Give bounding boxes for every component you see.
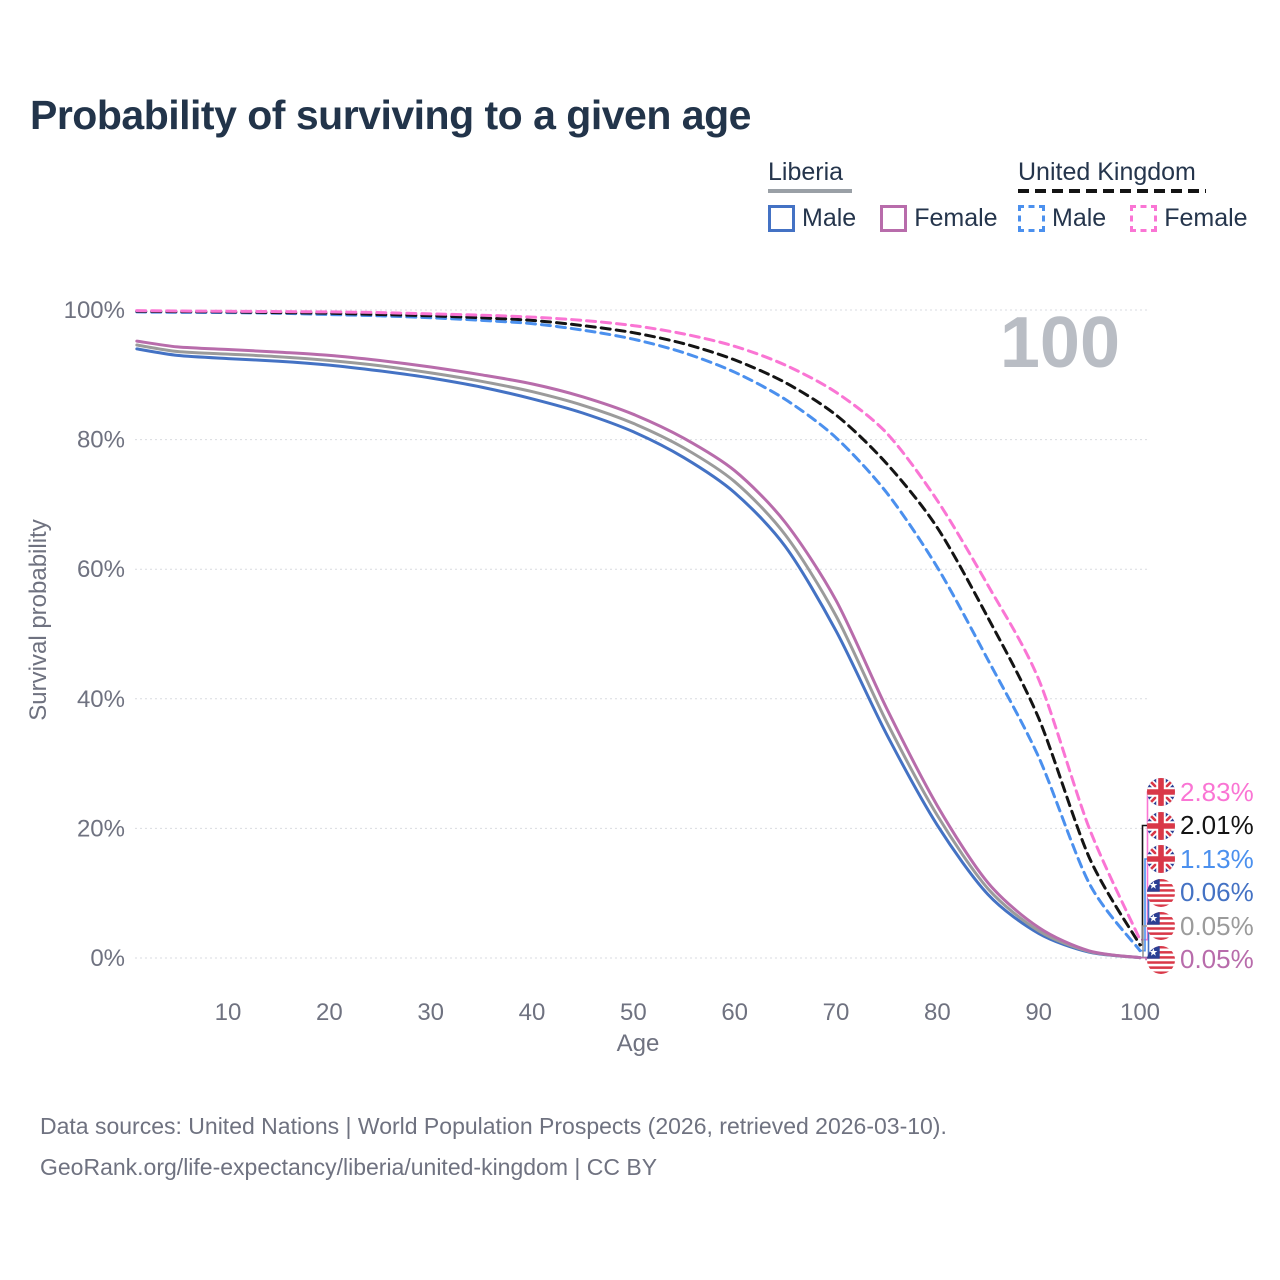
data-source-line2: GeoRank.org/life-expectancy/liberia/unit… [40,1154,658,1180]
data-source-line1: Data sources: United Nations | World Pop… [40,1113,947,1139]
y-tick-label: 0% [90,945,125,972]
x-tick-label: 100 [1120,999,1160,1026]
x-tick-label: 90 [1025,999,1052,1026]
y-tick-label: 60% [77,556,125,583]
united-kingdom-dashed-line-sample [1018,189,1206,193]
grid-layer [135,309,1148,959]
legend-item-uk-female[interactable]: Female [1130,204,1248,233]
legend-item-label: Female [1164,204,1248,232]
series-line-uk-female [135,309,1142,942]
series-end-value: 0.05% [1180,944,1254,974]
series-line-liberia-total [135,343,1142,960]
series-end-value: 2.01% [1180,810,1254,840]
dashed-swatch-icon [1018,205,1045,232]
y-tick-label: 80% [77,427,125,454]
legend-group-title-united-kingdom: United Kingdom [1018,158,1196,186]
series-line-liberia-male [135,347,1142,960]
legend-item-uk-male[interactable]: Male [1018,204,1106,233]
series-end-label-liberia-total: 0.05% [1147,910,1254,941]
y-tick-label: 20% [77,815,125,842]
series-end-value: 0.05% [1180,910,1254,941]
legend-items-united-kingdom: Male Female [1018,204,1272,233]
label-connector-uk-total [1141,824,1149,946]
y-tick-label: 40% [77,686,125,713]
series-end-label-liberia-female: 0.05% [1147,944,1254,974]
dashed-swatch-icon [1130,205,1158,232]
legend-item-label: Male [802,204,857,232]
y-tick-label: 100% [64,297,125,324]
x-axis-title: Age [617,1030,660,1057]
legend-item-liberia-female[interactable]: Female [880,204,998,233]
series-end-label-liberia-male: 0.06% [1147,877,1254,907]
page-title: Probability of surviving to a given age [30,92,751,138]
series-end-label-uk-male: 1.13% [1147,843,1254,874]
x-tick-label: 60 [721,999,748,1026]
liberia-flag-icon [1147,878,1175,907]
x-tick-label: 10 [215,999,242,1026]
series-end-label-uk-female: 2.83% [1147,776,1254,807]
age-watermark: 100 [1000,303,1120,383]
legend-item-label: Male [1052,204,1107,232]
series-end-value: 1.13% [1180,843,1254,874]
legend-item-liberia-male[interactable]: Male [768,204,856,233]
uk-flag-icon [1147,811,1175,840]
tick-layer: 0% 20% 40% 60% 80% 100% 10 20 30 40 50 60 70 80 90 100 [64,297,1160,1026]
uk-flag-icon [1147,778,1175,806]
series-line-uk-male [135,310,1142,953]
solid-swatch-icon [768,205,795,232]
liberia-flag-icon [1147,945,1175,974]
data-source: Data sources: United Nations | World Pop… [40,1106,947,1188]
legend-group-liberia: Liberia Male Female [768,158,1022,233]
series-end-value: 2.83% [1180,776,1254,807]
x-tick-label: 70 [823,999,850,1026]
x-tick-label: 20 [316,999,343,1026]
legend-group-title-liberia: Liberia [768,158,844,186]
series-end-value: 0.06% [1180,877,1254,907]
y-axis-title: Survival probability [25,519,52,720]
x-tick-label: 40 [519,999,546,1026]
uk-flag-icon [1147,845,1175,873]
liberia-flag-icon [1147,912,1175,940]
liberia-solid-line-sample [768,189,852,193]
series-end-label-uk-total: 2.01% [1147,810,1254,840]
legend-items-liberia: Male Female [768,204,1022,233]
legend-item-label: Female [914,204,998,232]
series-layer [135,309,1142,960]
x-tick-label: 80 [924,999,951,1026]
x-tick-label: 50 [620,999,647,1026]
solid-swatch-icon [880,205,908,232]
series-line-uk-total [135,309,1142,947]
x-tick-label: 30 [417,999,444,1026]
series-line-liberia-female [135,339,1142,960]
legend-group-united-kingdom: United Kingdom Male Female [1018,158,1272,233]
